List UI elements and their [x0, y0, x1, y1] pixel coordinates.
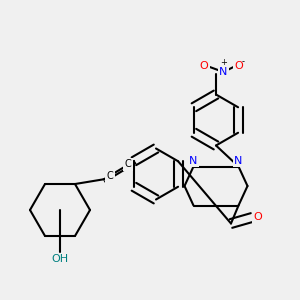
- Text: O: O: [234, 61, 243, 71]
- Text: C: C: [106, 171, 113, 181]
- Text: N: N: [234, 155, 243, 166]
- Text: O: O: [254, 212, 262, 223]
- Text: +: +: [220, 58, 227, 67]
- Text: OH: OH: [51, 254, 69, 265]
- Text: C: C: [124, 159, 131, 169]
- Text: O: O: [200, 61, 208, 71]
- Text: N: N: [189, 155, 198, 166]
- Text: -: -: [242, 58, 244, 67]
- Text: N: N: [219, 67, 228, 77]
